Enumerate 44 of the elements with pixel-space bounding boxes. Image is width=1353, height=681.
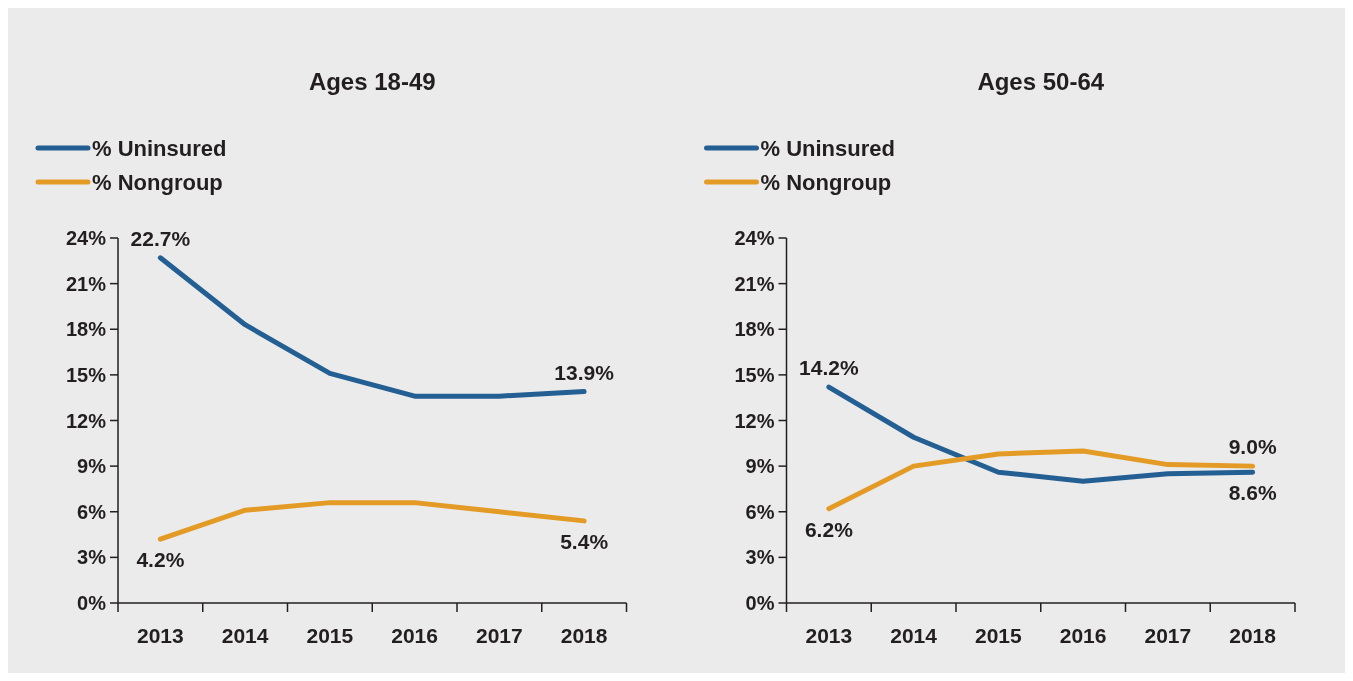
y-tick-label: 21% [65,272,107,295]
data-label: 8.6% [1228,481,1277,505]
x-tick-label: 2016 [1059,624,1107,647]
x-tick-label: 2015 [306,624,354,647]
data-label: 9.0% [1228,435,1277,459]
y-tick-label: 12% [734,409,775,432]
y-tick-label: 15% [734,363,775,386]
x-tick-label: 2017 [1144,624,1192,647]
x-tick-label: 2017 [476,624,523,647]
y-tick-label: 6% [77,500,107,523]
y-tick-label: 0% [77,592,107,614]
x-tick-label: 2018 [560,624,608,647]
x-tick-label: 2015 [975,624,1023,647]
chart-title: Ages 18-49 [308,68,436,95]
x-tick-label: 2013 [137,624,184,647]
y-tick-label: 24% [65,227,107,249]
y-tick-label: 21% [734,272,775,295]
y-tick-label: 18% [734,318,775,341]
y-tick-label: 3% [745,546,775,569]
data-label: 5.4% [560,529,609,553]
y-tick-label: 0% [745,592,775,614]
data-label: 13.9% [554,360,615,384]
legend-label: % Uninsured [760,136,895,161]
y-tick-label: 18% [65,318,107,341]
x-tick-label: 2014 [890,624,938,647]
y-tick-label: 15% [65,363,107,386]
data-label: 14.2% [799,356,859,380]
x-tick-label: 2014 [221,624,269,647]
data-label: 6.2% [804,517,854,541]
y-tick-label: 9% [77,455,107,478]
y-tick-label: 12% [65,409,107,432]
x-tick-label: 2018 [1229,624,1277,647]
data-label: 4.2% [136,548,185,572]
y-tick-label: 3% [77,546,107,569]
y-tick-label: 6% [745,500,775,523]
legend-label: % Nongroup [92,170,223,195]
chart-title: Ages 50-64 [977,68,1105,95]
y-tick-label: 24% [734,227,775,249]
x-tick-label: 2013 [805,624,853,647]
data-label: 22.7% [130,226,191,250]
x-tick-label: 2016 [391,624,438,647]
legend-label: % Uninsured [92,136,227,161]
legend-label: % Nongroup [760,170,892,195]
y-tick-label: 9% [745,455,775,478]
